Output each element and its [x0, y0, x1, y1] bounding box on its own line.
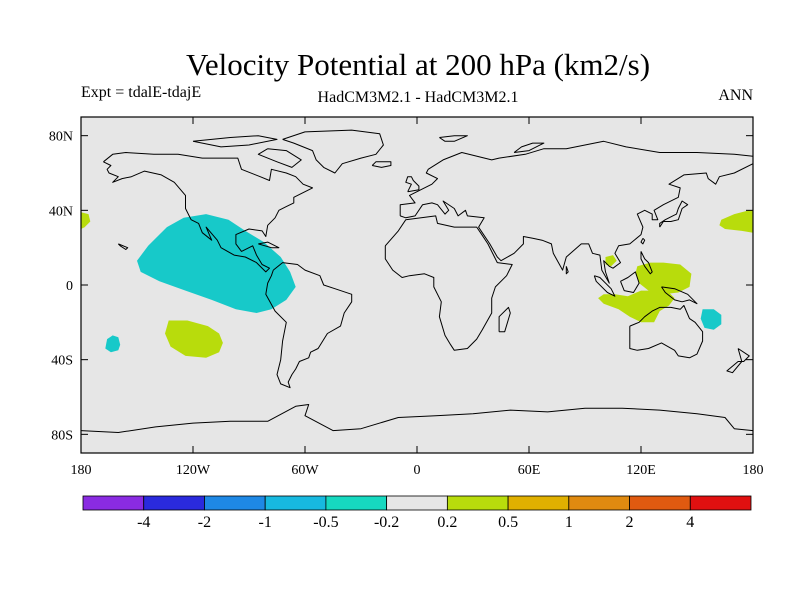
y-tick-label: 40S — [51, 354, 73, 369]
coastline-africa — [384, 215, 513, 351]
region-southwest-pacific-negative — [105, 335, 121, 353]
coastline-hawaii — [117, 243, 129, 250]
colorbar-label: 0.5 — [498, 514, 518, 531]
colorbar-swatch — [204, 495, 266, 511]
region-south-pacific-positive — [165, 320, 223, 358]
x-tick-label: 120W — [176, 463, 211, 478]
coastline-iceland — [371, 161, 392, 168]
region-maritime-continent-positive-b — [635, 262, 692, 295]
colorbar-label: 4 — [686, 514, 694, 531]
colorbar-swatch — [143, 495, 205, 511]
y-tick-label: 40N — [49, 204, 73, 219]
colorbar: -4 -2 -1 -0.5 -0.2 0.2 0.5 1 2 4 — [82, 495, 752, 531]
coastline-north-america — [103, 152, 313, 273]
colorbar-label: 2 — [626, 514, 634, 531]
colorbar-swatch — [507, 495, 570, 511]
colorbar-swatch — [629, 495, 691, 511]
subtitle-center: HadCM3M2.1 - HadCM3M2.1 — [318, 89, 519, 106]
coastline-cuba — [258, 241, 280, 249]
coastline-sumatra — [593, 275, 616, 297]
region-maritime-continent-positive-a — [598, 290, 675, 323]
region-northwest-pacific-positive — [719, 210, 753, 233]
y-tick-label: 80S — [51, 428, 73, 443]
y-tick-label: 80N — [49, 130, 73, 145]
coastline-new-guinea — [661, 286, 698, 305]
coastline-south-america — [265, 262, 353, 389]
coastline-baffin-island — [257, 148, 302, 168]
x-axis: 180 120W 60W 0 60E 120E 180 — [71, 117, 764, 478]
coastline-svalbard — [439, 135, 468, 142]
colorbar-label: -0.2 — [374, 514, 399, 531]
coastline-novaya-zemlya — [513, 142, 545, 153]
colorbar-swatch — [82, 495, 145, 511]
coastline-philippines — [640, 251, 653, 275]
coastline-new-zealand — [726, 348, 750, 374]
colorbar-label: 1 — [565, 514, 573, 531]
x-tick-label: 180 — [743, 463, 764, 478]
colorbar-label: -1 — [259, 514, 272, 531]
region-coral-sea-negative — [700, 309, 722, 330]
coastline-australia — [629, 305, 704, 359]
colorbar-label: -4 — [137, 514, 150, 531]
y-axis: 80N 40N 0 40S 80S — [49, 130, 753, 443]
colorbar-label: -0.5 — [313, 514, 338, 531]
region-dateline-wrap-positive — [81, 212, 91, 229]
x-tick-label: 60W — [291, 463, 319, 478]
colorbar-swatch — [689, 495, 752, 511]
coastline-sri-lanka — [565, 266, 569, 275]
subtitle-right: ANN — [718, 87, 753, 104]
colorbar-label: -2 — [198, 514, 211, 531]
coastline-greenland — [282, 129, 384, 174]
x-tick-label: 0 — [414, 463, 421, 478]
coastline-canadian-arctic — [192, 135, 278, 148]
coastline-japan — [659, 200, 689, 228]
coastline-taiwan — [640, 237, 646, 245]
coastline-eurasia — [399, 140, 753, 284]
region-east-pacific-negative — [137, 214, 296, 313]
colorbar-swatch — [264, 495, 327, 511]
colorbar-label: 0.2 — [437, 514, 457, 531]
x-tick-label: 180 — [71, 463, 92, 478]
colorbar-swatch — [386, 495, 448, 511]
coastline-uk — [405, 176, 420, 193]
colorbar-swatch — [446, 495, 509, 511]
x-tick-label: 120E — [626, 463, 656, 478]
coastline-borneo — [620, 271, 640, 293]
coastline-madagascar — [498, 306, 511, 333]
anomaly-regions — [81, 210, 753, 358]
colorbar-swatch — [568, 495, 630, 511]
chart-title: Velocity Potential at 200 hPa (km2/s) — [186, 47, 650, 82]
colorbar-swatch — [325, 495, 388, 511]
region-south-china-sea-positive — [605, 255, 617, 267]
subtitle-left: Expt = tdalE-tdajE — [81, 84, 201, 101]
y-tick-label: 0 — [66, 279, 73, 294]
coastlines — [81, 129, 753, 433]
x-tick-label: 60E — [518, 463, 541, 478]
coastline-antarctica — [81, 404, 753, 433]
